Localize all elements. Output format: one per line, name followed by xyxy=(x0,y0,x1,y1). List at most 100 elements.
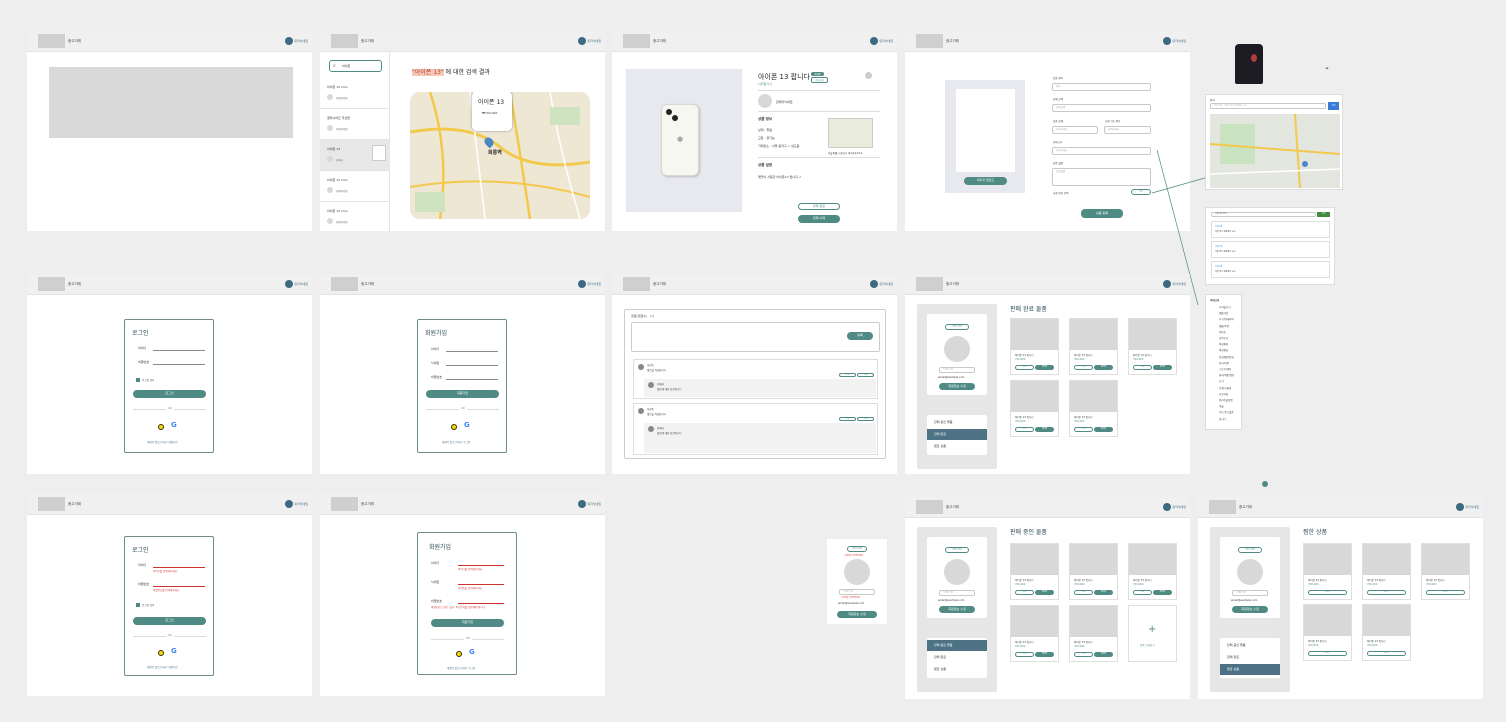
status-button[interactable]: 판매중 xyxy=(1035,365,1054,370)
category-option[interactable]: 여성의류 xyxy=(1219,343,1229,347)
avatar[interactable] xyxy=(285,37,293,45)
logo[interactable] xyxy=(331,277,358,291)
menu-wishlist[interactable]: 찜한 상품 xyxy=(934,444,946,448)
image-change-button[interactable]: 이미지 변경 xyxy=(847,546,867,552)
menu-sold[interactable]: 판매 완료 xyxy=(934,655,946,659)
profile-save-button[interactable]: 회원정보 수정 xyxy=(939,383,975,390)
avatar[interactable] xyxy=(1163,280,1171,288)
condition-select[interactable]: 선택하세요 xyxy=(1052,126,1098,134)
category-option[interactable]: 스포츠/레저 xyxy=(1219,368,1232,371)
edit-button[interactable]: 수정 xyxy=(1133,590,1152,595)
nickname-input[interactable]: 닉네임 수정 xyxy=(839,589,875,595)
logo[interactable] xyxy=(38,497,65,511)
product-card[interactable]: 아이폰 13 팝니다 700,000 수정 판매중 xyxy=(1069,380,1118,437)
edit-button[interactable]: 수정 xyxy=(1074,652,1093,657)
location-search-input[interactable]: 지도 검색 : 서울시 중구 세종대로 110 xyxy=(1210,103,1326,109)
submit-button[interactable]: 상품 등록 xyxy=(1081,209,1123,218)
category-option[interactable]: 여성잡화 xyxy=(1219,349,1229,353)
list-item[interactable]: 갤럭시버즈 무선팝 판매자이름 xyxy=(320,109,390,140)
nickname-input[interactable]: 닉네임 수정 xyxy=(939,367,975,373)
nickname-input[interactable]: 닉네임 수정 xyxy=(939,590,975,596)
location-search-button[interactable]: 검색 xyxy=(1328,102,1339,110)
status-button[interactable]: 판매중 xyxy=(1035,427,1054,432)
edit-button[interactable]: 수정 xyxy=(839,373,856,377)
profile-save-button[interactable]: 회원정보 수정 xyxy=(837,611,877,618)
product-card[interactable]: 아이폰 13 팝니다 700,000 수정 판매중 xyxy=(1069,318,1118,375)
user-nickname[interactable]: 유저닉네임 xyxy=(587,502,601,506)
search-input[interactable]: ⌕ 아이폰 xyxy=(329,60,382,72)
product-card[interactable]: 아이폰 13 팝니다 700,000 수정 판매중 xyxy=(1128,543,1177,600)
user-nickname[interactable]: 유저닉네임 xyxy=(879,39,893,43)
status-button[interactable]: 판매중 xyxy=(1035,652,1054,657)
edit-button[interactable]: 수정 xyxy=(1133,365,1152,370)
login-button[interactable]: 로그인 xyxy=(133,390,206,398)
pw-input[interactable] xyxy=(153,364,205,365)
delete-button[interactable]: 삭제 xyxy=(857,417,874,421)
result-row[interactable]: 서울시청 서울 중구 세종대로 110 xyxy=(1211,261,1330,278)
edit-button[interactable]: 수정 xyxy=(839,417,856,421)
user-nickname[interactable]: 유저닉네임 xyxy=(294,39,308,43)
delete-button[interactable]: 삭제 xyxy=(857,373,874,377)
status-button[interactable]: 판매중 xyxy=(1035,590,1054,595)
pw-input[interactable] xyxy=(458,603,504,604)
product-card[interactable]: 아이폰 13 팝니다 700,000 수정 판매중 xyxy=(1010,380,1059,437)
edit-button[interactable]: 수정 xyxy=(1074,365,1093,370)
logo[interactable] xyxy=(916,34,943,48)
category-option[interactable]: 생활가전 xyxy=(1219,312,1229,316)
image-change-button[interactable]: 이미지 변경 xyxy=(945,547,969,553)
category-option[interactable]: 도서 xyxy=(1219,380,1224,384)
signup-button[interactable]: 회원가입 xyxy=(431,619,504,627)
login-link[interactable]: 계정이 있으신가요? 로그인 xyxy=(447,667,476,670)
signup-link[interactable]: 계정이 없으신가요? 회원가입 xyxy=(147,666,178,669)
menu-sold[interactable]: 판매 완료 xyxy=(927,429,987,440)
kakao-login-icon[interactable] xyxy=(158,424,164,430)
category-option[interactable]: 남성패션/잡화 xyxy=(1219,355,1234,359)
wish-button[interactable]: 찜하기 xyxy=(1367,590,1406,595)
id-input[interactable] xyxy=(446,351,498,352)
user-nickname[interactable]: 유저닉네임 xyxy=(1465,505,1479,509)
comment-input[interactable] xyxy=(631,322,880,352)
logo[interactable] xyxy=(623,34,650,48)
keep-login-checkbox[interactable] xyxy=(136,378,140,382)
google-login-icon[interactable]: G xyxy=(464,421,470,429)
wish-button[interactable]: 찜하기 xyxy=(1367,651,1406,656)
list-item[interactable]: 아이폰 13 mini 판매자이름 xyxy=(320,171,390,202)
login-link[interactable]: 계정이 있으신가요? 로그인 xyxy=(442,441,471,444)
comment-submit-button[interactable]: 등록 xyxy=(847,332,873,340)
category-option[interactable]: 가구/인테리어 xyxy=(1219,318,1234,322)
product-card[interactable]: 아이폰 13 팝니다 700,000 찜하기 xyxy=(1303,604,1352,661)
avatar[interactable] xyxy=(578,500,586,508)
list-item[interactable]: 아이폰 13 mini 판매자이름 xyxy=(320,78,390,109)
menu-wishlist[interactable]: 찜한 상품 xyxy=(934,667,946,671)
avatar[interactable] xyxy=(578,280,586,288)
signup-button[interactable]: 회원가입 xyxy=(426,390,499,398)
title-input[interactable]: 제목 xyxy=(1052,83,1151,91)
menu-selling[interactable]: 판매 중인 물품 xyxy=(927,640,987,651)
avatar[interactable] xyxy=(285,500,293,508)
logo[interactable] xyxy=(38,277,65,291)
profile-save-button[interactable]: 회원정보 수정 xyxy=(939,606,975,613)
category-option[interactable]: 가공식품 xyxy=(1219,392,1229,396)
category-option[interactable]: 반려동물용품 xyxy=(1219,399,1233,402)
sold-button[interactable]: 판매 완료 xyxy=(798,203,840,210)
status-button[interactable]: 판매중 xyxy=(1094,590,1113,595)
share-badge[interactable]: 공유하기 xyxy=(811,77,829,83)
status-button[interactable]: 판매중 xyxy=(1153,590,1172,595)
pw-input[interactable] xyxy=(446,379,498,380)
product-card[interactable]: 아이폰 13 팝니다 700,000 수정 판매중 xyxy=(1069,605,1118,662)
logo[interactable] xyxy=(331,497,358,511)
product-card[interactable]: 아이폰 13 팝니다 700,000 찜하기 xyxy=(1362,543,1411,600)
avatar[interactable] xyxy=(870,37,878,45)
nickname-input[interactable]: 닉네임 수정 xyxy=(1232,590,1268,596)
user-nickname[interactable]: 유저닉네임 xyxy=(294,282,308,286)
results-search-input[interactable]: 서울시청 검색 xyxy=(1211,212,1316,217)
add-product-card[interactable]: + 상품 등록하기 xyxy=(1128,605,1177,662)
kakao-login-icon[interactable] xyxy=(158,650,164,656)
category-option[interactable]: 삽니다 xyxy=(1219,417,1226,421)
edit-button[interactable]: 수정 xyxy=(1015,652,1034,657)
edit-button[interactable]: 수정 xyxy=(1015,427,1034,432)
signup-link[interactable]: 계정이 없으신가요? 회원가입 xyxy=(147,441,178,444)
google-login-icon[interactable]: G xyxy=(171,421,177,429)
results-search-button[interactable]: 검색 xyxy=(1317,212,1330,217)
description-textarea[interactable]: 상품설명 xyxy=(1052,168,1151,186)
